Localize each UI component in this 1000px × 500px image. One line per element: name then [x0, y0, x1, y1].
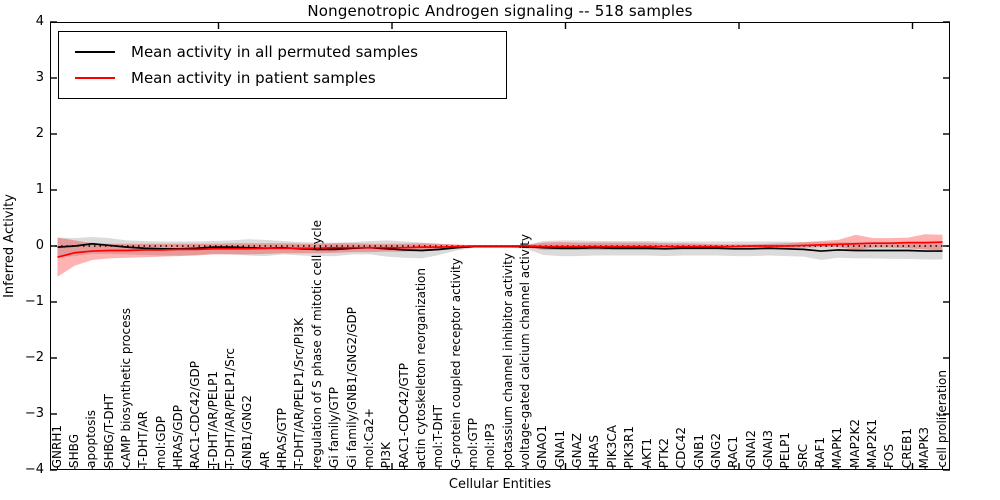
- x-category-label: SHBG/T-DHT: [101, 393, 116, 468]
- x-category-label: HRAS/GDP: [170, 405, 185, 468]
- x-category-label: MAP2K2: [847, 419, 862, 468]
- x-category-label: cell proliferation: [934, 370, 949, 468]
- x-category-label: apoptosis: [84, 410, 99, 468]
- x-category-label: GNAI3: [760, 430, 775, 468]
- x-category-label: GNAZ: [570, 433, 585, 468]
- x-category-label: mol:IP3: [483, 423, 498, 468]
- x-category-label: GNAO1: [535, 424, 550, 468]
- x-category-label: PI3K: [379, 441, 394, 468]
- confidence-band-1: [57, 234, 943, 277]
- x-category-label: T-DHT/AR: [136, 411, 151, 468]
- x-category-label: AR: [257, 451, 272, 468]
- x-category-label: PTK2: [656, 437, 671, 468]
- x-category-label: GNAI2: [743, 430, 758, 468]
- x-category-label: HRAS/GTP: [275, 407, 290, 468]
- confidence-band-0: [57, 237, 943, 260]
- y-tick-label: 0: [35, 238, 44, 253]
- y-tick-label: −1: [24, 294, 44, 309]
- x-category-label: mol:T-DHT: [431, 405, 446, 468]
- x-category-label: Gi family/GTP: [327, 387, 342, 468]
- x-category-label: PIK3CA: [604, 425, 619, 468]
- x-category-label: MAP2K1: [865, 419, 880, 468]
- legend-label-permuted: Mean activity in all permuted samples: [131, 43, 418, 61]
- x-category-label: G-protein coupled receptor activity: [448, 257, 463, 468]
- y-tick-label: 2: [35, 126, 44, 141]
- x-category-label: SRC: [795, 444, 810, 468]
- x-category-label: regulation of S phase of mitotic cell cy…: [309, 220, 324, 468]
- x-category-label: PIK3R1: [622, 425, 637, 468]
- y-tick-label: −3: [24, 406, 44, 421]
- x-category-label: FOS: [882, 444, 897, 468]
- x-category-label: T-DHT/AR/PELP1/Src/PI3K: [292, 317, 307, 468]
- x-category-label: mol:GDP: [153, 415, 168, 468]
- y-tick-label: −2: [24, 350, 44, 365]
- x-category-label: GNG2: [708, 432, 723, 468]
- x-category-label: AKT1: [639, 437, 654, 468]
- x-category-label: cAMP biosynthetic process: [118, 308, 133, 468]
- x-category-label: potassium channel inhibitor activity: [500, 252, 515, 468]
- y-tick-label: 4: [35, 14, 44, 29]
- legend-line-red: [75, 77, 115, 79]
- x-category-label: CREB1: [899, 427, 914, 468]
- legend-label-patient: Mean activity in patient samples: [131, 69, 376, 87]
- legend-line-black: [75, 51, 115, 53]
- x-category-label: SHBG: [66, 434, 81, 468]
- x-category-label: RAF1: [813, 437, 828, 468]
- x-category-label: mol:Ca2+: [361, 408, 376, 468]
- x-category-label: T-DHT/AR/PELP1/Src: [223, 347, 238, 468]
- x-category-label: T-DHT/AR/PELP1: [205, 370, 220, 468]
- x-category-label: voltage-gated calcium channel activity: [518, 234, 533, 468]
- x-category-label: Gi family/GNB1/GNG2/GDP: [344, 307, 359, 468]
- x-category-label: RAC1-CDC42/GDP: [188, 360, 203, 468]
- series-line-1: [57, 241, 943, 259]
- y-tick-label: 1: [35, 182, 44, 197]
- x-category-label: MAPK1: [830, 426, 845, 468]
- x-category-label: mol:GTP: [465, 418, 480, 468]
- legend-item-patient: Mean activity in patient samples: [59, 69, 506, 87]
- chart-title: Nongenotropic Androgen signaling -- 518 …: [307, 2, 693, 20]
- x-category-label: GNB1/GNG2: [240, 394, 255, 468]
- x-category-label: GNRH1: [49, 424, 64, 468]
- legend: Mean activity in all permuted samples Me…: [58, 31, 507, 99]
- legend-item-permuted: Mean activity in all permuted samples: [59, 43, 506, 61]
- y-tick-label: −4: [24, 462, 44, 477]
- x-category-label: PELP1: [778, 431, 793, 468]
- x-category-label: GNB1: [691, 433, 706, 468]
- x-axis-label: Cellular Entities: [448, 477, 552, 492]
- x-category-label: RAC1-CDC42/GTP: [396, 363, 411, 468]
- y-tick-label: 3: [35, 70, 44, 85]
- x-category-label: MAPK3: [917, 426, 932, 468]
- x-category-label: RAC1: [726, 436, 741, 468]
- x-category-label: actin cytoskeleton reorganization: [413, 267, 428, 468]
- x-category-label: HRAS: [587, 435, 602, 468]
- x-category-label: GNAI1: [552, 430, 567, 468]
- x-category-label: CDC42: [674, 426, 689, 468]
